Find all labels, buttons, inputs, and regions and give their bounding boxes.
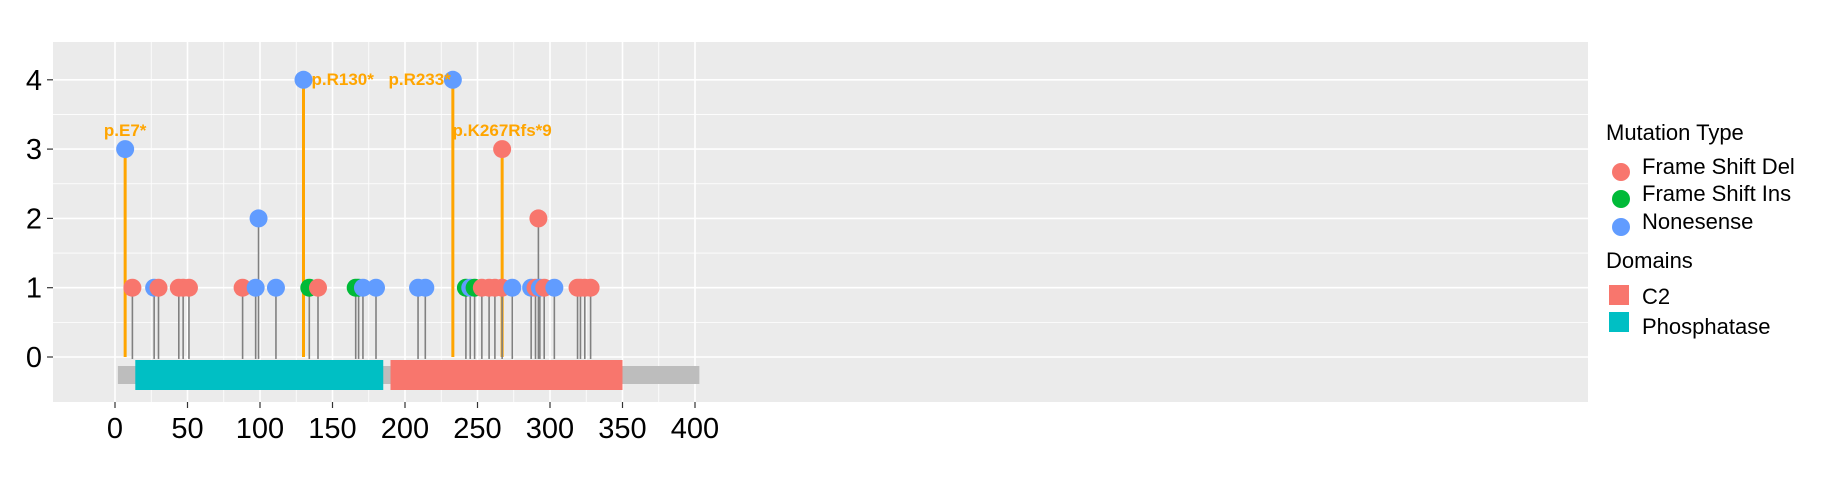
mutation-point (233, 278, 252, 297)
legend-label: C2 (1642, 284, 1670, 309)
mutation-point (443, 70, 462, 89)
legend-label: Frame Shift Ins (1642, 181, 1791, 206)
mutation-point (246, 278, 265, 297)
mutation-point (179, 278, 198, 297)
legend-key-c2 (1609, 285, 1629, 305)
x-tick-label: 200 (381, 413, 429, 445)
mutation-point (545, 278, 564, 297)
x-tick-label: 250 (453, 413, 501, 445)
y-tick-label: 1 (26, 273, 42, 305)
mutation-label: p.E7* (104, 121, 147, 140)
domain-phosphatase (135, 360, 384, 390)
legend-mutation-title: Mutation Type (1606, 120, 1744, 145)
x-axis: 0 50 100 150 200 250 300 350 400 (107, 402, 719, 445)
mutation-point (529, 209, 548, 228)
mutation-point (149, 278, 168, 297)
legend-label: Nonesense (1642, 209, 1753, 234)
y-tick-label: 0 (26, 342, 42, 374)
y-tick-label: 2 (26, 203, 42, 235)
mutation-point (367, 278, 385, 297)
mutation-point (309, 278, 327, 297)
legend-key-nonesense (1612, 218, 1630, 236)
mutation-annotations: p.E7* p.R130* p.R233* p.K267Rfs*9 (104, 70, 552, 140)
mutation-point (123, 278, 142, 297)
mutation-points (116, 70, 600, 297)
domain-c2 (390, 360, 623, 390)
x-tick-label: 300 (526, 413, 574, 445)
legend-domain-title: Domains (1606, 248, 1693, 273)
mutation-point (581, 278, 600, 297)
legend-key-frame-shift-ins (1612, 190, 1630, 208)
mutation-point (294, 70, 313, 89)
x-tick-label: 400 (671, 413, 719, 445)
legend-label: Phosphatase (1642, 314, 1770, 339)
mutation-point (503, 278, 522, 297)
y-tick-label: 3 (26, 134, 42, 166)
mutation-point (116, 140, 135, 159)
mutation-point (493, 140, 512, 159)
legend-key-frame-shift-del (1612, 163, 1630, 181)
mutation-point (266, 278, 285, 297)
legend: Mutation Type Domains Frame Shift DelFra… (1606, 120, 1795, 339)
y-tick-label: 4 (26, 65, 42, 97)
y-axis: 0 1 2 3 4 (26, 65, 53, 374)
legend-label: Frame Shift Del (1642, 154, 1795, 179)
mutation-point (249, 209, 268, 228)
legend-key-phosphatase (1609, 312, 1629, 332)
x-tick-label: 50 (171, 413, 203, 445)
x-tick-label: 150 (308, 413, 356, 445)
mutation-label: p.R233* (388, 70, 451, 89)
x-tick-label: 350 (598, 413, 646, 445)
plot-panel (53, 42, 1588, 402)
mutation-point (416, 278, 435, 297)
mutation-point (353, 278, 372, 297)
x-tick-label: 100 (236, 413, 284, 445)
protein-backbone-layer (117, 360, 700, 390)
mutation-label: p.R130* (312, 70, 375, 89)
mutation-label: p.K267Rfs*9 (453, 121, 552, 140)
x-tick-label: 0 (107, 413, 123, 445)
